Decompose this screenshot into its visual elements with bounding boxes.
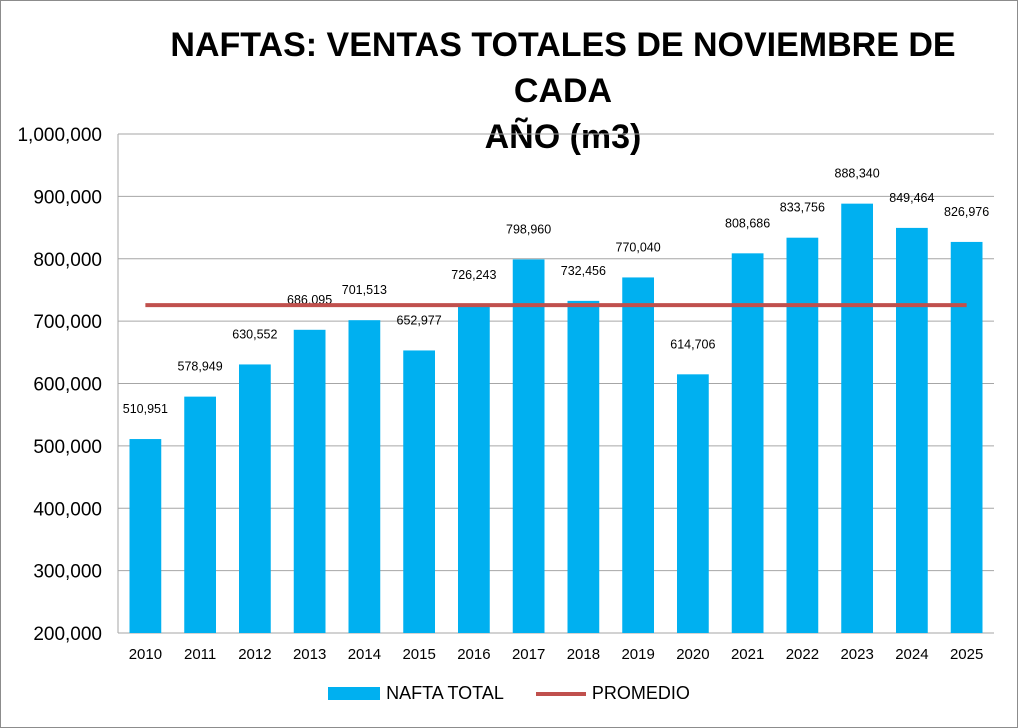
y-tick-label: 400,000: [33, 499, 102, 520]
data-label: 732,456: [561, 264, 606, 278]
x-tick-label: 2022: [786, 646, 819, 663]
legend-label-nafta-total: NAFTA TOTAL: [386, 683, 504, 703]
bar: [403, 350, 436, 633]
bar: [348, 320, 381, 633]
x-tick-label: 2021: [731, 646, 764, 663]
legend-item-nafta-total: NAFTA TOTAL: [328, 683, 504, 704]
data-label: 888,340: [835, 167, 880, 181]
data-label: 833,756: [780, 201, 825, 215]
x-tick-label: 2014: [348, 646, 381, 663]
x-tick-label: 2023: [840, 646, 873, 663]
data-label: 770,040: [616, 240, 661, 254]
x-tick-label: 2010: [129, 646, 162, 663]
y-tick-label: 1,000,000: [17, 125, 102, 146]
data-label: 726,243: [451, 268, 496, 282]
data-label: 826,976: [944, 205, 989, 219]
x-tick-label: 2015: [402, 646, 435, 663]
bar: [895, 227, 928, 633]
legend-item-promedio: PROMEDIO: [535, 683, 690, 704]
y-tick-label: 900,000: [33, 187, 102, 208]
bar: [238, 364, 271, 633]
legend-label-promedio: PROMEDIO: [591, 683, 690, 703]
legend-swatch-bar: [328, 687, 381, 700]
bar: [786, 237, 819, 633]
x-tick-label: 2011: [184, 646, 216, 663]
bar: [841, 203, 874, 633]
data-label: 808,686: [725, 216, 770, 230]
y-tick-label: 800,000: [33, 250, 102, 271]
bar: [293, 329, 326, 633]
data-label: 630,552: [232, 327, 277, 341]
data-label: 614,706: [670, 337, 715, 351]
chart-title-line-2: AÑO (m3): [484, 118, 642, 156]
chart-title-line-1: NAFTAS: VENTAS TOTALES DE NOVIEMBRE DE C…: [170, 26, 956, 110]
legend: NAFTA TOTAL PROMEDIO: [0, 683, 1018, 704]
bar: [676, 374, 709, 633]
data-label: 510,951: [123, 402, 168, 416]
x-tick-label: 2020: [676, 646, 709, 663]
y-tick-label: 700,000: [33, 312, 102, 333]
bar: [731, 253, 764, 634]
x-tick-label: 2012: [238, 646, 271, 663]
bar-chart: 200,000 300,000 400,000 500,000 600,000 700,0…: [17, 125, 994, 663]
data-label: 701,513: [342, 283, 387, 297]
y-tick-label: 200,000: [33, 624, 102, 645]
bar: [512, 259, 545, 633]
bar: [950, 241, 983, 634]
data-label: 578,949: [178, 360, 223, 374]
y-tick-label: 300,000: [33, 562, 102, 583]
bar: [184, 396, 217, 633]
x-tick-label: 2025: [950, 646, 983, 663]
bar: [622, 277, 655, 633]
x-tick-label: 2019: [621, 646, 654, 663]
data-label: 652,977: [397, 313, 442, 327]
x-tick-label: 2024: [895, 646, 928, 663]
x-tick-label: 2018: [567, 646, 600, 663]
data-label: 849,464: [889, 191, 934, 205]
x-tick-label: 2013: [293, 646, 326, 663]
bar: [457, 304, 490, 633]
bar: [567, 300, 600, 633]
y-tick-label: 500,000: [33, 437, 102, 458]
x-tick-label: 2016: [457, 646, 490, 663]
x-tick-label: 2017: [512, 646, 545, 663]
y-tick-label: 600,000: [33, 375, 102, 396]
legend-swatch-line: [535, 691, 586, 696]
chart-title: NAFTAS: VENTAS TOTALES DE NOVIEMBRE DE C…: [120, 22, 1006, 160]
data-label: 798,960: [506, 222, 551, 236]
bar: [129, 439, 162, 633]
